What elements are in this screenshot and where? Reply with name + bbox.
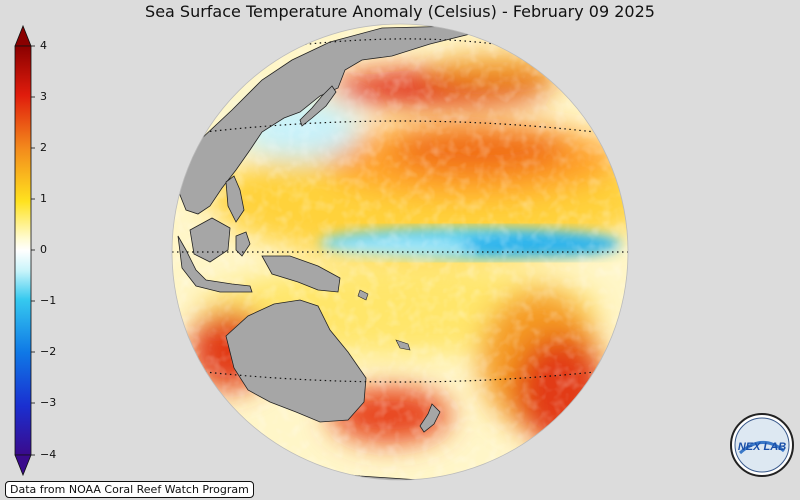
colorbar-tick-marks [31,45,35,456]
colorbar-tick-label: 4 [40,39,47,52]
australia-landmass [225,299,367,423]
borneo-island [189,217,231,263]
colorbar-tick-label: 0 [40,243,47,256]
logo-text: NEX LAB [738,441,786,453]
new-caledonia-island [395,339,411,351]
colorbar-tick-label: −1 [40,294,57,307]
philippines-island [225,175,245,223]
colorbar-tick-label: 1 [40,192,47,205]
colorbar-tick-label: −2 [40,345,57,358]
colorbar-tick-label: −4 [40,448,57,461]
colorbar-tick-label: −3 [40,396,57,409]
sulawesi-island [235,231,251,257]
nex-lab-logo-icon: NEX LAB [730,413,794,477]
globe-outline [171,23,629,481]
colorbar-min-extend-arrow [14,454,32,477]
map-title: Sea Surface Temperature Anomaly (Celsius… [145,2,655,21]
new-guinea-island [261,255,341,293]
solomon-islands [357,289,369,301]
colorbar-tick-label: 3 [40,90,47,103]
data-credit-label: Data from NOAA Coral Reef Watch Program [5,481,254,498]
indonesia-islands [177,235,253,293]
colorbar-tick-label: 2 [40,141,47,154]
colorbar [14,24,35,477]
new-zealand-island [419,403,441,433]
latitude-lines [172,38,628,383]
